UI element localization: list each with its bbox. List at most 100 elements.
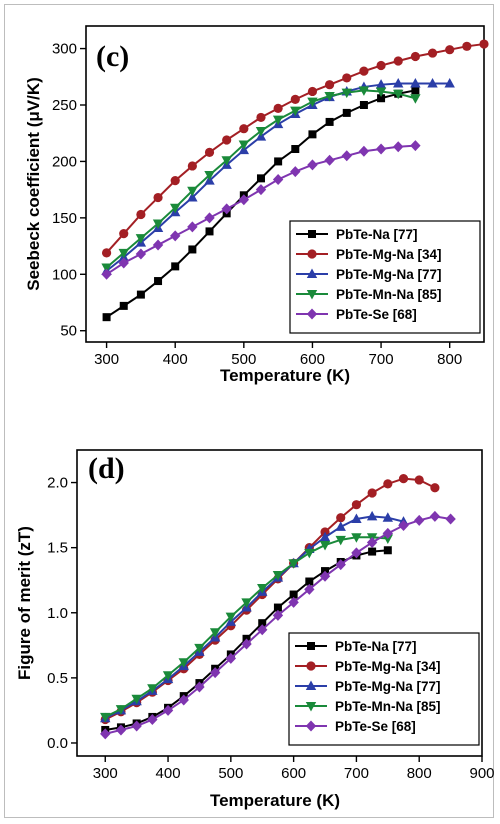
data-point	[204, 170, 215, 181]
legend-label: PbTe-Mg-Na [77]	[336, 267, 442, 282]
figure-of-merit-chart: (d) Temperature (K) Figure of merit (zT)…	[15, 449, 495, 810]
data-point	[221, 156, 232, 166]
data-point	[410, 94, 421, 104]
plot-frame	[76, 449, 483, 757]
x-tick-label: 600	[281, 765, 306, 782]
data-point	[147, 684, 158, 694]
x-axis-title: Temperature (K)	[210, 791, 340, 810]
data-point	[241, 638, 252, 650]
panel-label: (d)	[88, 452, 125, 485]
data-point	[445, 513, 456, 525]
data-point	[375, 87, 387, 97]
data-point	[272, 173, 284, 185]
data-point	[325, 80, 335, 90]
x-tick-label: 900	[469, 765, 494, 782]
data-point	[341, 88, 352, 99]
data-point	[393, 89, 404, 100]
y-axis-title: Figure of merit (zT)	[15, 526, 34, 680]
y-tick-label: 1.0	[47, 605, 68, 622]
data-point	[256, 112, 266, 123]
data-point	[307, 86, 318, 97]
axis-ticks: 300 400 500 600 700 800 50 100 150 200 250 300	[52, 41, 462, 368]
data-point	[258, 619, 267, 628]
data-point	[273, 603, 282, 612]
series-layer	[101, 39, 489, 322]
data-point	[136, 290, 145, 299]
data-point	[359, 66, 369, 76]
data-point	[444, 78, 455, 88]
data-point	[383, 546, 392, 555]
data-point	[170, 230, 181, 242]
data-point	[289, 590, 298, 599]
figure-frame	[4, 4, 494, 818]
data-point	[257, 624, 268, 636]
data-point	[479, 39, 489, 49]
legend: PbTe-Na [77] PbTe-Mg-Na [34] PbTe-Mg-Na [7…	[289, 220, 481, 334]
data-point	[238, 140, 250, 150]
data-point	[152, 239, 164, 251]
data-point	[255, 184, 267, 196]
legend-label: PbTe-Mn-Na [85]	[335, 699, 441, 714]
data-point	[429, 510, 441, 522]
data-point	[273, 103, 283, 113]
data-point	[100, 728, 111, 740]
data-point	[256, 174, 265, 183]
data-point	[119, 301, 128, 310]
data-point	[291, 145, 300, 154]
series-line	[104, 477, 436, 721]
series	[100, 510, 456, 740]
data-point	[147, 714, 158, 726]
data-point	[170, 203, 181, 214]
series	[101, 140, 421, 280]
x-tick-label: 400	[163, 351, 188, 368]
data-point	[209, 628, 221, 638]
data-point	[304, 583, 315, 595]
data-point	[225, 652, 237, 664]
legend-label: PbTe-Na [77]	[336, 227, 418, 242]
data-point	[377, 94, 386, 103]
data-point	[101, 268, 112, 280]
legend-marker	[308, 230, 316, 238]
data-point	[221, 203, 232, 215]
data-point	[194, 643, 205, 654]
data-point	[351, 500, 362, 510]
data-point	[162, 671, 174, 681]
y-tick-label: 2.0	[47, 475, 68, 492]
data-point	[131, 694, 142, 705]
data-point	[351, 513, 362, 524]
data-point	[209, 667, 221, 679]
data-point	[178, 694, 189, 706]
data-point	[366, 510, 378, 521]
axis-ticks: 300 400 500 600 700 800 900 0.0 0.5 1.0 1.5 2.0	[47, 475, 494, 782]
data-point	[398, 520, 409, 532]
legend-label: PbTe-Mn-Na [85]	[336, 287, 442, 302]
data-point	[272, 115, 284, 126]
data-point	[382, 527, 394, 539]
data-point	[241, 598, 252, 608]
data-point	[393, 141, 404, 153]
x-tick-label: 700	[369, 351, 394, 368]
y-tick-label: 300	[52, 41, 77, 58]
legend-marker	[305, 680, 317, 690]
legend-items: PbTe-Na [77] PbTe-Mg-Na [34] PbTe-Mg-Na [7…	[296, 227, 442, 322]
x-tick-label: 500	[218, 765, 243, 782]
legend-label: PbTe-Mg-Na [34]	[336, 247, 442, 262]
data-point	[225, 612, 237, 623]
data-point	[118, 257, 129, 269]
seebeck-chart: (c) Temperature (K) Seebeck coefficient …	[24, 25, 489, 385]
x-tick-label: 800	[437, 351, 462, 368]
y-tick-label: 0.5	[47, 670, 68, 687]
data-point	[135, 248, 147, 260]
x-tick-label: 400	[156, 765, 181, 782]
data-point	[375, 143, 387, 155]
data-point	[410, 51, 420, 62]
x-tick-label: 300	[93, 765, 118, 782]
data-point	[427, 48, 438, 58]
data-point	[366, 536, 378, 548]
data-point	[382, 512, 394, 522]
data-point	[410, 78, 421, 88]
x-tick-label: 800	[407, 765, 432, 782]
legend-marker	[305, 720, 317, 732]
data-point	[119, 229, 129, 239]
data-point	[398, 474, 409, 484]
